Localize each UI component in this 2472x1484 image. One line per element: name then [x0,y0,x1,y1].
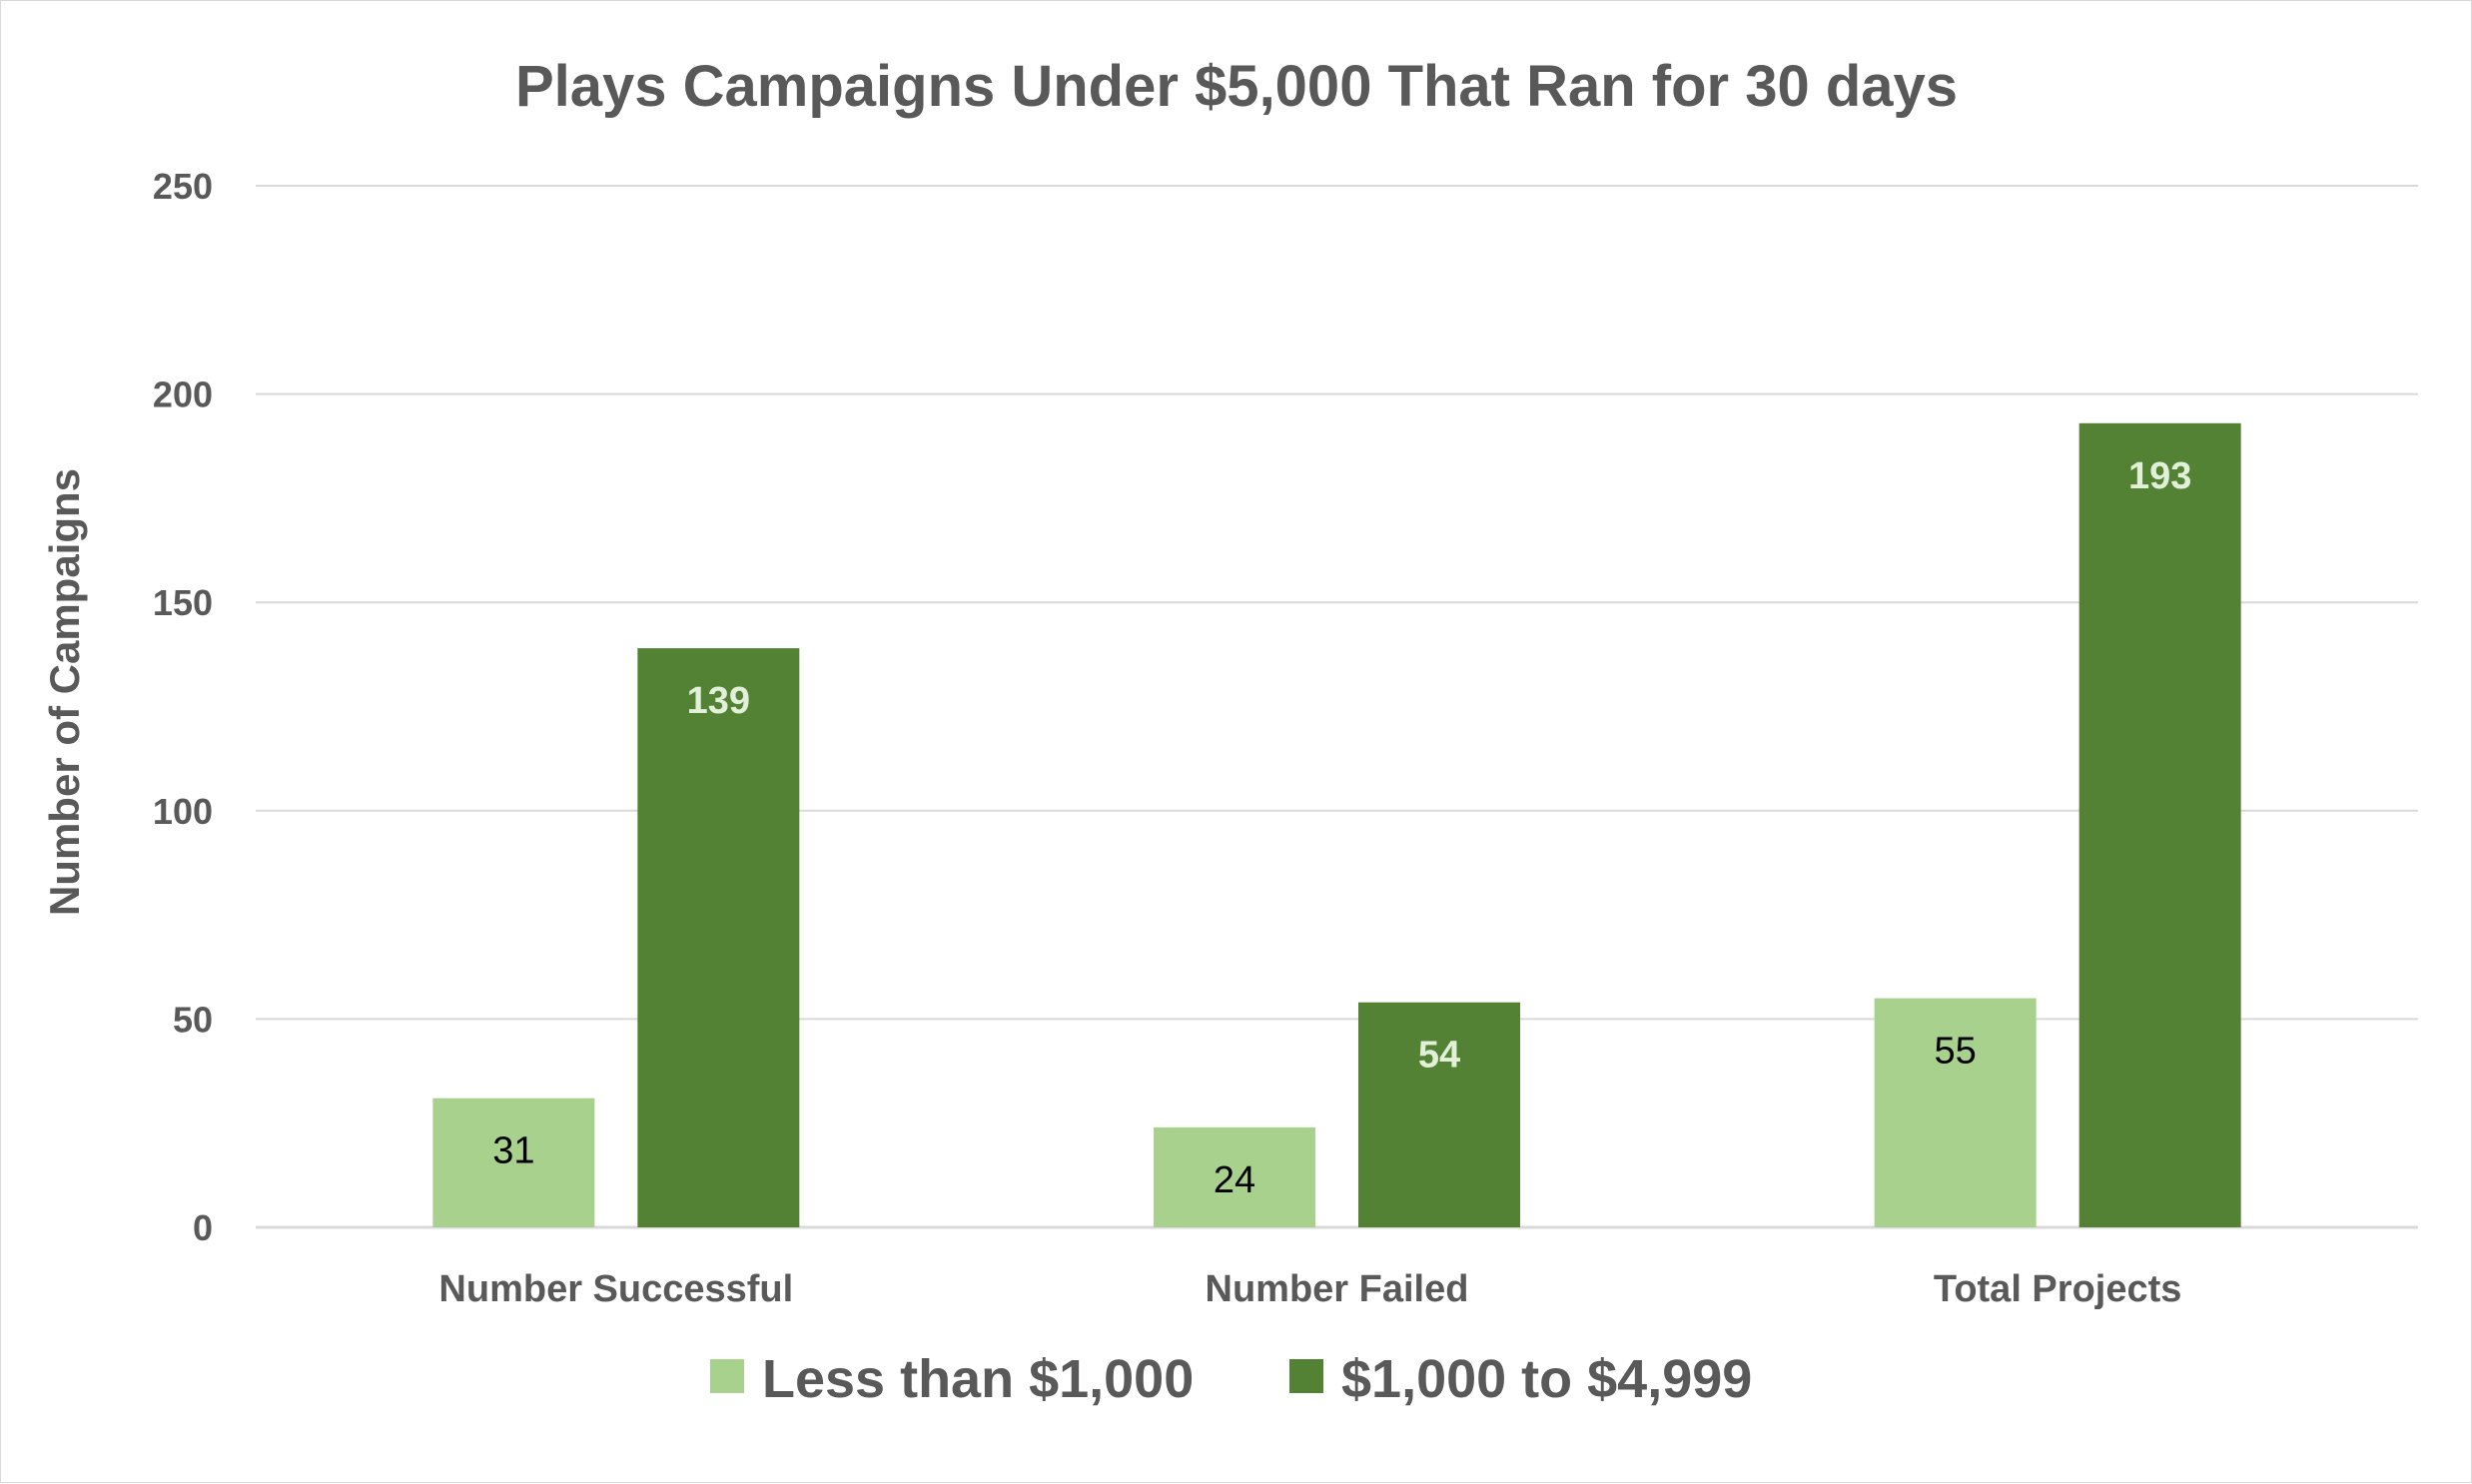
legend-swatch [1289,1359,1323,1393]
data-label: 139 [687,680,750,722]
data-label: 55 [1935,1031,1977,1073]
category-label: Total Projects [1934,1268,2181,1310]
data-label: 31 [492,1130,534,1172]
chart-title: Plays Campaigns Under $5,000 That Ran fo… [515,54,1958,119]
x-axis-categories: Number Successful Number Failed Total Proj… [438,1268,2181,1310]
data-label: 24 [1214,1159,1255,1201]
y-tick-label: 150 [153,582,213,623]
legend: Less than $1,000 $1,000 to $4,999 [710,1349,1752,1409]
bar [432,1098,595,1227]
y-tick-label: 100 [153,791,213,832]
y-tick-label: 0 [193,1207,213,1248]
bar [637,648,800,1227]
legend-swatch [710,1359,744,1393]
legend-label: $1,000 to $4,999 [1341,1349,1752,1409]
legend-label: Less than $1,000 [762,1349,1194,1409]
bars: 31 139 24 54 55 193 [432,422,2241,1228]
y-axis-label: Number of Campaigns [41,468,88,916]
y-tick-label: 250 [153,166,213,207]
category-label: Number Successful [438,1268,793,1310]
y-axis-ticks: 0 50 100 150 200 250 [153,166,213,1248]
bar [1874,998,2037,1227]
data-label: 54 [1418,1035,1460,1077]
data-label: 193 [2128,455,2191,497]
y-tick-label: 200 [153,374,213,415]
gridlines [256,185,2418,1229]
bar [1358,1002,1520,1227]
bar [2078,422,2241,1228]
category-label: Number Failed [1206,1268,1469,1310]
y-tick-label: 50 [173,999,213,1040]
bar [1154,1126,1315,1227]
